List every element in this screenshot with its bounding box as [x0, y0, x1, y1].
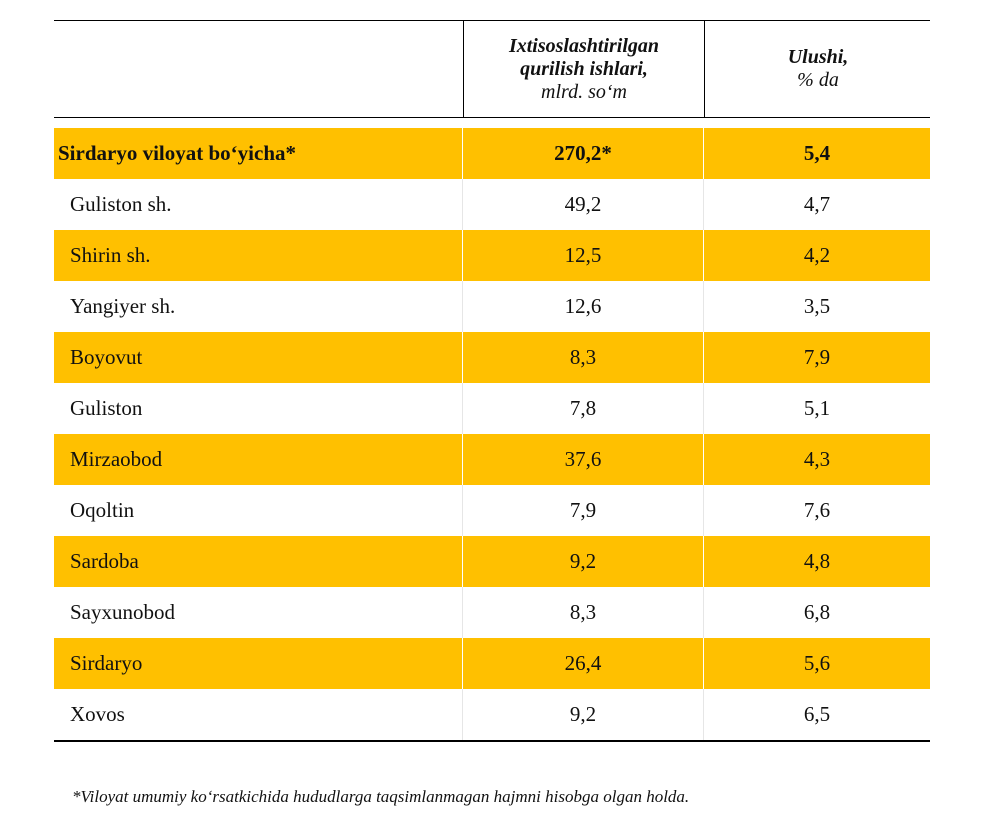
table-row: Guliston sh. 49,2 4,7 — [54, 179, 930, 230]
header-volume-line2: qurilish ishlari, — [520, 57, 648, 80]
column-separator — [703, 689, 704, 740]
row-volume: 8,3 — [569, 345, 597, 369]
header-rule — [54, 117, 930, 118]
table-row: Oqoltin 7,9 7,6 — [54, 485, 930, 536]
row-share: 7,6 — [803, 498, 831, 522]
row-name: Sirdaryo viloyat bo‘yicha* — [58, 141, 297, 165]
table-row: Sardoba 9,2 4,8 — [54, 536, 930, 587]
header-share-line1: Ulushi, — [787, 46, 849, 68]
column-separator — [703, 281, 704, 332]
table-row: Yangiyer sh. 12,6 3,5 — [54, 281, 930, 332]
row-name: Oqoltin — [70, 498, 135, 522]
row-share: 3,5 — [803, 294, 831, 318]
row-volume: 9,2 — [569, 702, 597, 726]
table-row: Boyovut 8,3 7,9 — [54, 332, 930, 383]
column-separator — [462, 434, 463, 485]
row-volume: 12,6 — [564, 294, 602, 318]
table-row: Xovos 9,2 6,5 — [54, 689, 930, 740]
column-separator — [462, 536, 463, 587]
row-share: 5,6 — [803, 651, 831, 675]
row-share: 4,2 — [803, 243, 831, 267]
column-separator — [462, 332, 463, 383]
row-volume: 49,2 — [564, 192, 602, 216]
column-separator — [703, 128, 704, 179]
column-separator — [462, 281, 463, 332]
header-share-unit: % da — [797, 69, 839, 91]
row-volume: 26,4 — [564, 651, 602, 675]
header-volume-line1: Ixtisoslashtirilgan — [508, 34, 660, 57]
row-name: Xovos — [70, 702, 125, 726]
header-volume-unit: mlrd. so‘m — [541, 80, 627, 103]
top-rule — [54, 20, 930, 21]
table-row: Shirin sh. 12,5 4,2 — [54, 230, 930, 281]
column-separator — [462, 128, 463, 179]
row-volume: 37,6 — [564, 447, 602, 471]
row-share: 4,8 — [803, 549, 831, 573]
row-share: 6,8 — [803, 600, 831, 624]
row-name: Guliston — [70, 396, 143, 420]
header-share: Ulushi, % da — [704, 21, 931, 117]
row-volume: 9,2 — [569, 549, 597, 573]
row-name: Sirdaryo — [70, 651, 143, 675]
row-volume: 270,2* — [554, 141, 612, 165]
row-share: 6,5 — [803, 702, 831, 726]
table-row: Sirdaryo 26,4 5,6 — [54, 638, 930, 689]
column-separator — [703, 485, 704, 536]
header-empty-cell — [54, 21, 462, 117]
row-share: 4,3 — [803, 447, 831, 471]
column-separator — [462, 638, 463, 689]
row-volume: 7,9 — [569, 498, 597, 522]
row-volume: 8,3 — [569, 600, 597, 624]
column-separator — [462, 485, 463, 536]
row-name: Sayxunobod — [70, 600, 175, 624]
table-header: Ixtisoslashtirilgan qurilish ishlari, ml… — [54, 21, 930, 117]
column-separator — [462, 230, 463, 281]
column-separator — [703, 332, 704, 383]
table-row-total: Sirdaryo viloyat bo‘yicha* 270,2* 5,4 — [54, 128, 930, 179]
column-separator — [462, 383, 463, 434]
row-name: Yangiyer sh. — [70, 294, 176, 318]
column-separator — [462, 179, 463, 230]
table-row: Guliston 7,8 5,1 — [54, 383, 930, 434]
column-separator — [703, 383, 704, 434]
row-volume: 12,5 — [564, 243, 602, 267]
column-separator — [703, 434, 704, 485]
column-separator — [703, 638, 704, 689]
row-name: Mirzaobod — [70, 447, 163, 471]
table-row: Sayxunobod 8,3 6,8 — [54, 587, 930, 638]
column-separator — [462, 689, 463, 740]
row-share: 4,7 — [803, 192, 831, 216]
bottom-rule — [54, 740, 930, 742]
row-share: 5,1 — [803, 396, 831, 420]
row-name: Sardoba — [70, 549, 139, 573]
column-separator — [703, 179, 704, 230]
column-separator — [703, 587, 704, 638]
row-name: Boyovut — [70, 345, 143, 369]
header-volume: Ixtisoslashtirilgan qurilish ishlari, ml… — [463, 21, 704, 117]
row-volume: 7,8 — [569, 396, 597, 420]
row-share: 7,9 — [803, 345, 831, 369]
column-separator — [462, 587, 463, 638]
column-separator — [703, 536, 704, 587]
footnote: *Viloyat umumiy ko‘rsatkichida hududlarg… — [72, 787, 690, 806]
row-name: Shirin sh. — [70, 243, 151, 267]
row-share: 5,4 — [803, 141, 831, 165]
row-name: Guliston sh. — [70, 192, 172, 216]
column-separator — [703, 230, 704, 281]
table-row: Mirzaobod 37,6 4,3 — [54, 434, 930, 485]
